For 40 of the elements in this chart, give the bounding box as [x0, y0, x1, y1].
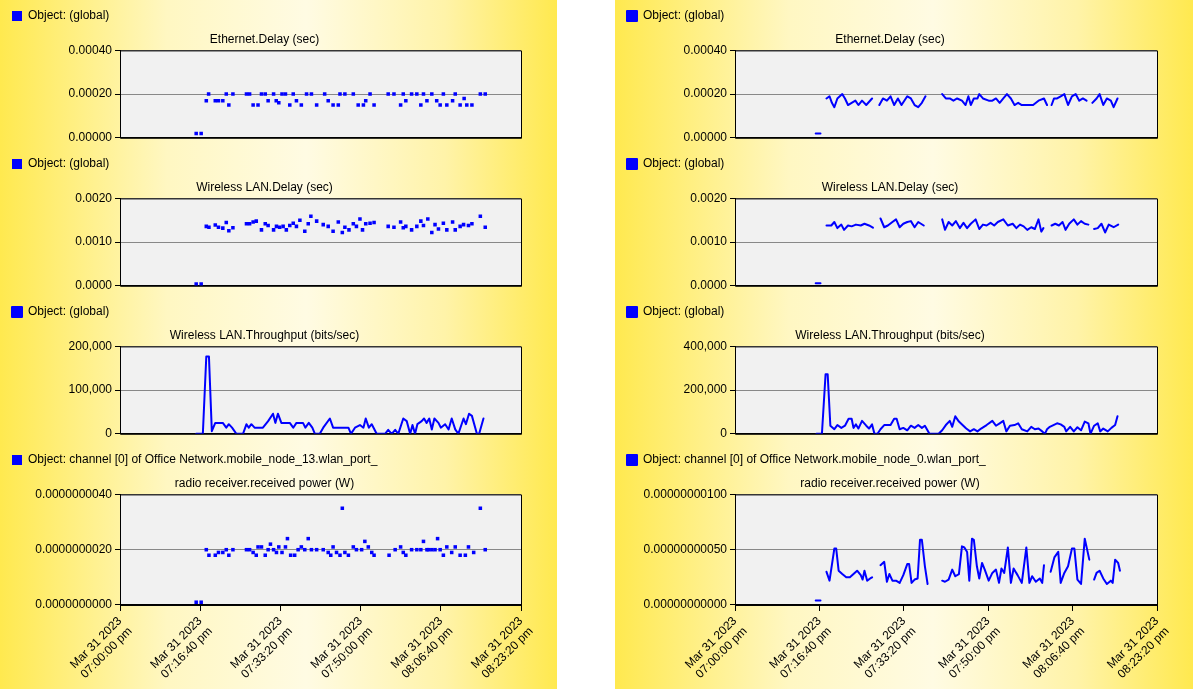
y-tick-label: 0.00020 — [68, 86, 113, 101]
legend-label: Object: channel [0] of Office Network.mobile_node_0.wlan_port_ — [643, 452, 986, 467]
y-tick-label: 0.00000 — [68, 130, 113, 145]
y-tick-label: 0.00040 — [683, 42, 728, 57]
y-tick-label: 0.00000 — [683, 130, 728, 145]
y-tick-label: 0.0000000040 — [35, 486, 113, 501]
y-tick-label: 100,000 — [68, 382, 113, 397]
y-tick-label: 0.0000000000 — [35, 597, 113, 612]
y-tick-label: 0.0020 — [690, 190, 728, 205]
chart-title: radio receiver.received power (W) — [174, 475, 355, 490]
y-tick-label: 0.0000 — [75, 278, 113, 293]
chart-title: Ethernet.Delay (sec) — [209, 31, 320, 46]
y-tick-label: 0.0000 — [690, 278, 728, 293]
y-tick-label: 0.00000000100 — [643, 486, 728, 501]
y-tick-label: 400,000 — [683, 338, 728, 353]
y-tick-label: 0.0020 — [75, 190, 113, 205]
y-tick-label: 0.00020 — [683, 86, 728, 101]
y-tick-label: 200,000 — [68, 338, 113, 353]
chart-title: Wireless LAN.Throughput (bits/sec) — [795, 327, 985, 342]
chart-title: Wireless LAN.Delay (sec) — [821, 179, 959, 194]
y-tick-label: 0.0010 — [690, 234, 728, 249]
y-tick-label: 0 — [105, 426, 113, 441]
legend-label: Object: (global) — [643, 156, 725, 171]
chart-title: Wireless LAN.Throughput (bits/sec) — [169, 327, 360, 342]
legend-label: Object: (global) — [643, 304, 725, 319]
legend-label: Object: channel [0] of Office Network.mobile_node_13.wlan_port_ — [28, 452, 378, 467]
y-tick-label: 0.00040 — [68, 42, 113, 57]
chart-title: Ethernet.Delay (sec) — [835, 31, 945, 46]
y-tick-label: 0.0010 — [75, 234, 113, 249]
legend-label: Object: (global) — [28, 8, 110, 23]
y-tick-label: 0.00000000050 — [643, 542, 728, 557]
y-tick-label: 0 — [720, 426, 728, 441]
y-tick-label: 0.0000000020 — [35, 542, 113, 557]
chart-title: Wireless LAN.Delay (sec) — [196, 179, 333, 194]
y-tick-label: 200,000 — [683, 382, 728, 397]
legend-label: Object: (global) — [643, 8, 725, 23]
chart-title: radio receiver.received power (W) — [800, 475, 980, 490]
y-tick-label: 0.00000000000 — [643, 597, 728, 612]
legend-label: Object: (global) — [28, 304, 110, 319]
legend-label: Object: (global) — [28, 156, 110, 171]
